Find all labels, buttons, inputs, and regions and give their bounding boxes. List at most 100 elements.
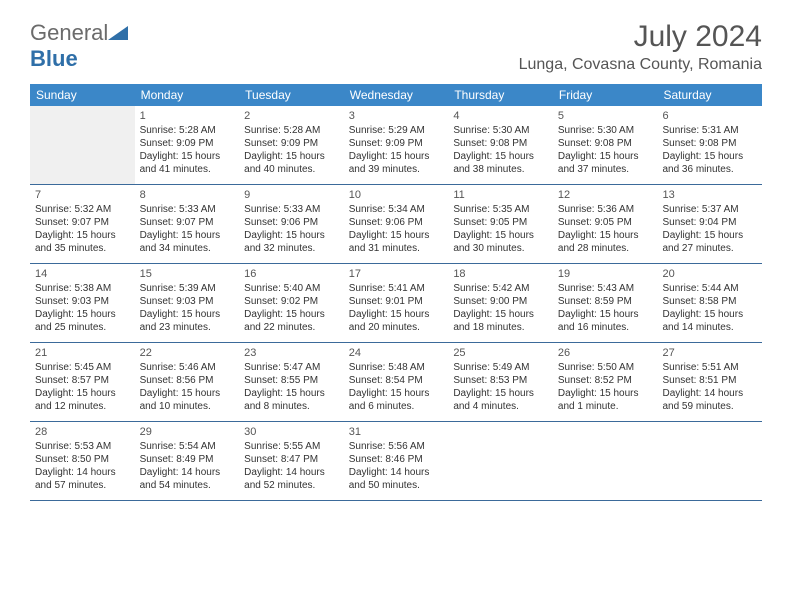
sunset-line: Sunset: 9:02 PM	[244, 295, 339, 308]
sunset-line: Sunset: 9:03 PM	[35, 295, 130, 308]
daylight-line: Daylight: 15 hours and 12 minutes.	[35, 387, 130, 413]
daylight-line: Daylight: 15 hours and 36 minutes.	[662, 150, 757, 176]
daylight-line: Daylight: 15 hours and 41 minutes.	[140, 150, 235, 176]
day-cell	[448, 422, 553, 500]
daylight-line: Daylight: 15 hours and 35 minutes.	[35, 229, 130, 255]
day-cell: 7Sunrise: 5:32 AMSunset: 9:07 PMDaylight…	[30, 185, 135, 263]
day-cell: 18Sunrise: 5:42 AMSunset: 9:00 PMDayligh…	[448, 264, 553, 342]
sunrise-line: Sunrise: 5:45 AM	[35, 361, 130, 374]
daylight-line: Daylight: 15 hours and 37 minutes.	[558, 150, 653, 176]
day-cell: 17Sunrise: 5:41 AMSunset: 9:01 PMDayligh…	[344, 264, 449, 342]
day-cell: 31Sunrise: 5:56 AMSunset: 8:46 PMDayligh…	[344, 422, 449, 500]
day-cell: 9Sunrise: 5:33 AMSunset: 9:06 PMDaylight…	[239, 185, 344, 263]
sunset-line: Sunset: 8:47 PM	[244, 453, 339, 466]
day-cell: 4Sunrise: 5:30 AMSunset: 9:08 PMDaylight…	[448, 106, 553, 184]
day-number: 4	[453, 109, 548, 123]
sunrise-line: Sunrise: 5:36 AM	[558, 203, 653, 216]
day-number: 5	[558, 109, 653, 123]
sunrise-line: Sunrise: 5:42 AM	[453, 282, 548, 295]
sunrise-line: Sunrise: 5:55 AM	[244, 440, 339, 453]
day-number: 31	[349, 425, 444, 439]
logo-triangle-icon	[108, 20, 128, 46]
daylight-line: Daylight: 15 hours and 18 minutes.	[453, 308, 548, 334]
day-cell: 26Sunrise: 5:50 AMSunset: 8:52 PMDayligh…	[553, 343, 658, 421]
day-cell: 5Sunrise: 5:30 AMSunset: 9:08 PMDaylight…	[553, 106, 658, 184]
day-number: 16	[244, 267, 339, 281]
day-number: 23	[244, 346, 339, 360]
day-number: 9	[244, 188, 339, 202]
day-number: 24	[349, 346, 444, 360]
day-number: 10	[349, 188, 444, 202]
logo-word2: Blue	[30, 46, 78, 71]
daylight-line: Daylight: 14 hours and 54 minutes.	[140, 466, 235, 492]
daylight-line: Daylight: 15 hours and 38 minutes.	[453, 150, 548, 176]
day-header: Friday	[553, 84, 658, 106]
sunset-line: Sunset: 8:46 PM	[349, 453, 444, 466]
daylight-line: Daylight: 15 hours and 23 minutes.	[140, 308, 235, 334]
sunrise-line: Sunrise: 5:56 AM	[349, 440, 444, 453]
sunset-line: Sunset: 9:00 PM	[453, 295, 548, 308]
month-title: July 2024	[519, 20, 762, 54]
day-header-row: SundayMondayTuesdayWednesdayThursdayFrid…	[30, 84, 762, 106]
logo-word1: General	[30, 20, 108, 45]
sunset-line: Sunset: 8:49 PM	[140, 453, 235, 466]
day-cell: 25Sunrise: 5:49 AMSunset: 8:53 PMDayligh…	[448, 343, 553, 421]
daylight-line: Daylight: 15 hours and 22 minutes.	[244, 308, 339, 334]
sunset-line: Sunset: 9:06 PM	[244, 216, 339, 229]
daylight-line: Daylight: 15 hours and 27 minutes.	[662, 229, 757, 255]
daylight-line: Daylight: 15 hours and 25 minutes.	[35, 308, 130, 334]
day-cell: 16Sunrise: 5:40 AMSunset: 9:02 PMDayligh…	[239, 264, 344, 342]
calendar-grid: SundayMondayTuesdayWednesdayThursdayFrid…	[30, 84, 762, 501]
sunrise-line: Sunrise: 5:50 AM	[558, 361, 653, 374]
day-number: 27	[662, 346, 757, 360]
day-header: Tuesday	[239, 84, 344, 106]
sunrise-line: Sunrise: 5:33 AM	[244, 203, 339, 216]
day-cell: 1Sunrise: 5:28 AMSunset: 9:09 PMDaylight…	[135, 106, 240, 184]
sunset-line: Sunset: 9:05 PM	[558, 216, 653, 229]
day-cell: 11Sunrise: 5:35 AMSunset: 9:05 PMDayligh…	[448, 185, 553, 263]
sunrise-line: Sunrise: 5:40 AM	[244, 282, 339, 295]
day-number: 17	[349, 267, 444, 281]
logo: GeneralBlue	[30, 20, 128, 72]
daylight-line: Daylight: 14 hours and 59 minutes.	[662, 387, 757, 413]
sunrise-line: Sunrise: 5:30 AM	[558, 124, 653, 137]
week-row: 7Sunrise: 5:32 AMSunset: 9:07 PMDaylight…	[30, 185, 762, 264]
sunset-line: Sunset: 9:07 PM	[35, 216, 130, 229]
logo-text: GeneralBlue	[30, 20, 128, 72]
day-number: 29	[140, 425, 235, 439]
sunrise-line: Sunrise: 5:51 AM	[662, 361, 757, 374]
day-cell: 28Sunrise: 5:53 AMSunset: 8:50 PMDayligh…	[30, 422, 135, 500]
title-block: July 2024 Lunga, Covasna County, Romania	[519, 20, 762, 74]
day-number: 7	[35, 188, 130, 202]
day-number: 8	[140, 188, 235, 202]
day-cell: 20Sunrise: 5:44 AMSunset: 8:58 PMDayligh…	[657, 264, 762, 342]
day-cell	[30, 106, 135, 184]
sunset-line: Sunset: 9:07 PM	[140, 216, 235, 229]
daylight-line: Daylight: 15 hours and 34 minutes.	[140, 229, 235, 255]
day-header: Monday	[135, 84, 240, 106]
daylight-line: Daylight: 15 hours and 4 minutes.	[453, 387, 548, 413]
day-cell: 13Sunrise: 5:37 AMSunset: 9:04 PMDayligh…	[657, 185, 762, 263]
sunrise-line: Sunrise: 5:32 AM	[35, 203, 130, 216]
sunrise-line: Sunrise: 5:31 AM	[662, 124, 757, 137]
sunset-line: Sunset: 8:52 PM	[558, 374, 653, 387]
sunset-line: Sunset: 8:59 PM	[558, 295, 653, 308]
sunrise-line: Sunrise: 5:37 AM	[662, 203, 757, 216]
sunset-line: Sunset: 9:08 PM	[662, 137, 757, 150]
sunset-line: Sunset: 8:56 PM	[140, 374, 235, 387]
day-number: 25	[453, 346, 548, 360]
daylight-line: Daylight: 15 hours and 16 minutes.	[558, 308, 653, 334]
day-cell: 15Sunrise: 5:39 AMSunset: 9:03 PMDayligh…	[135, 264, 240, 342]
daylight-line: Daylight: 15 hours and 30 minutes.	[453, 229, 548, 255]
daylight-line: Daylight: 14 hours and 50 minutes.	[349, 466, 444, 492]
sunrise-line: Sunrise: 5:28 AM	[140, 124, 235, 137]
sunset-line: Sunset: 9:09 PM	[244, 137, 339, 150]
day-cell: 30Sunrise: 5:55 AMSunset: 8:47 PMDayligh…	[239, 422, 344, 500]
day-number: 11	[453, 188, 548, 202]
sunrise-line: Sunrise: 5:47 AM	[244, 361, 339, 374]
sunrise-line: Sunrise: 5:49 AM	[453, 361, 548, 374]
day-number: 22	[140, 346, 235, 360]
sunrise-line: Sunrise: 5:33 AM	[140, 203, 235, 216]
day-number: 1	[140, 109, 235, 123]
day-header: Wednesday	[344, 84, 449, 106]
